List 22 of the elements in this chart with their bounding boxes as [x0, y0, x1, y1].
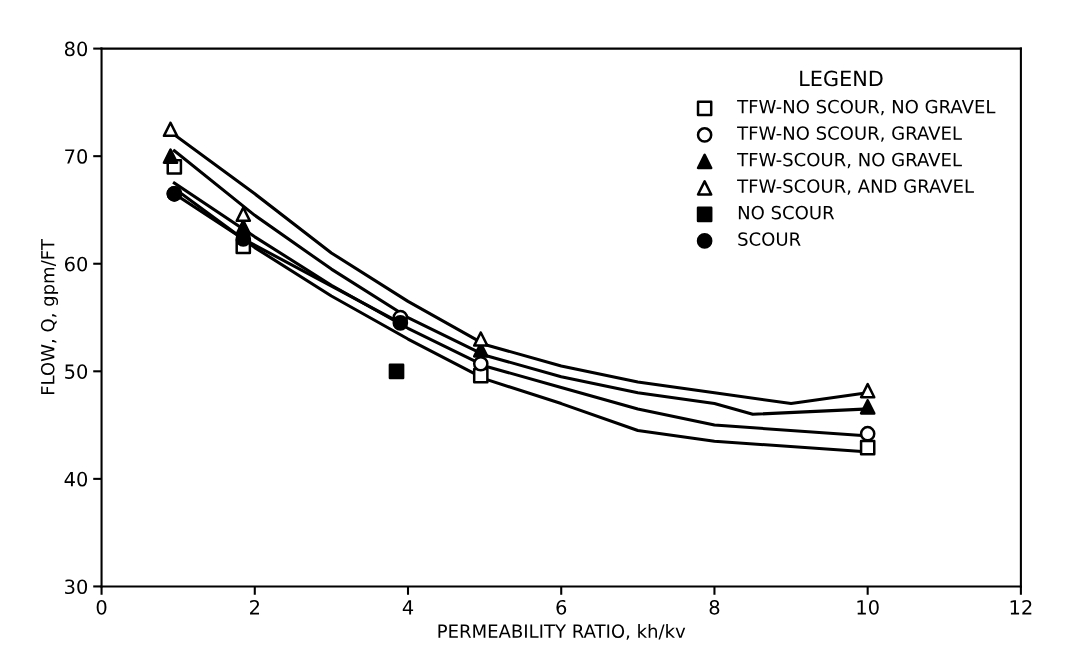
x-tick-label: 4	[402, 600, 414, 615]
y-tick-label: 30	[65, 579, 88, 595]
x-tick-label: 10	[857, 599, 879, 615]
x-axis-title: PERMEABILITY RATIO, kh/kv	[438, 624, 686, 640]
y-tick-label: 80	[64, 41, 88, 57]
x-tick-label: 8	[709, 599, 720, 615]
legend-label: TFW-NO SCOUR, GRAVEL	[737, 126, 962, 142]
y-tick-label: 40	[64, 471, 88, 487]
legend-title: LEGEND	[800, 70, 883, 87]
x-tick-label: 12	[1010, 599, 1032, 615]
legend-label: SCOUR	[738, 232, 801, 246]
y-tick-label: 50	[65, 364, 88, 379]
y-axis-title: FLOW, Q, gpm/FT	[40, 239, 59, 395]
y-tick-label: 70	[65, 149, 88, 164]
legend-label: TFW-SCOUR, AND GRAVEL	[737, 179, 974, 195]
legend-label: TFW-SCOUR, NO GRAVEL	[737, 152, 962, 169]
legend-label: NO SCOUR	[738, 205, 835, 220]
x-tick-label: 2	[250, 599, 260, 615]
y-tick-label: 60	[64, 256, 88, 272]
legend-label: TFW-NO SCOUR, NO GRAVEL	[737, 99, 996, 116]
x-tick-label: 0	[96, 599, 107, 615]
x-tick-label: 6	[556, 599, 567, 615]
